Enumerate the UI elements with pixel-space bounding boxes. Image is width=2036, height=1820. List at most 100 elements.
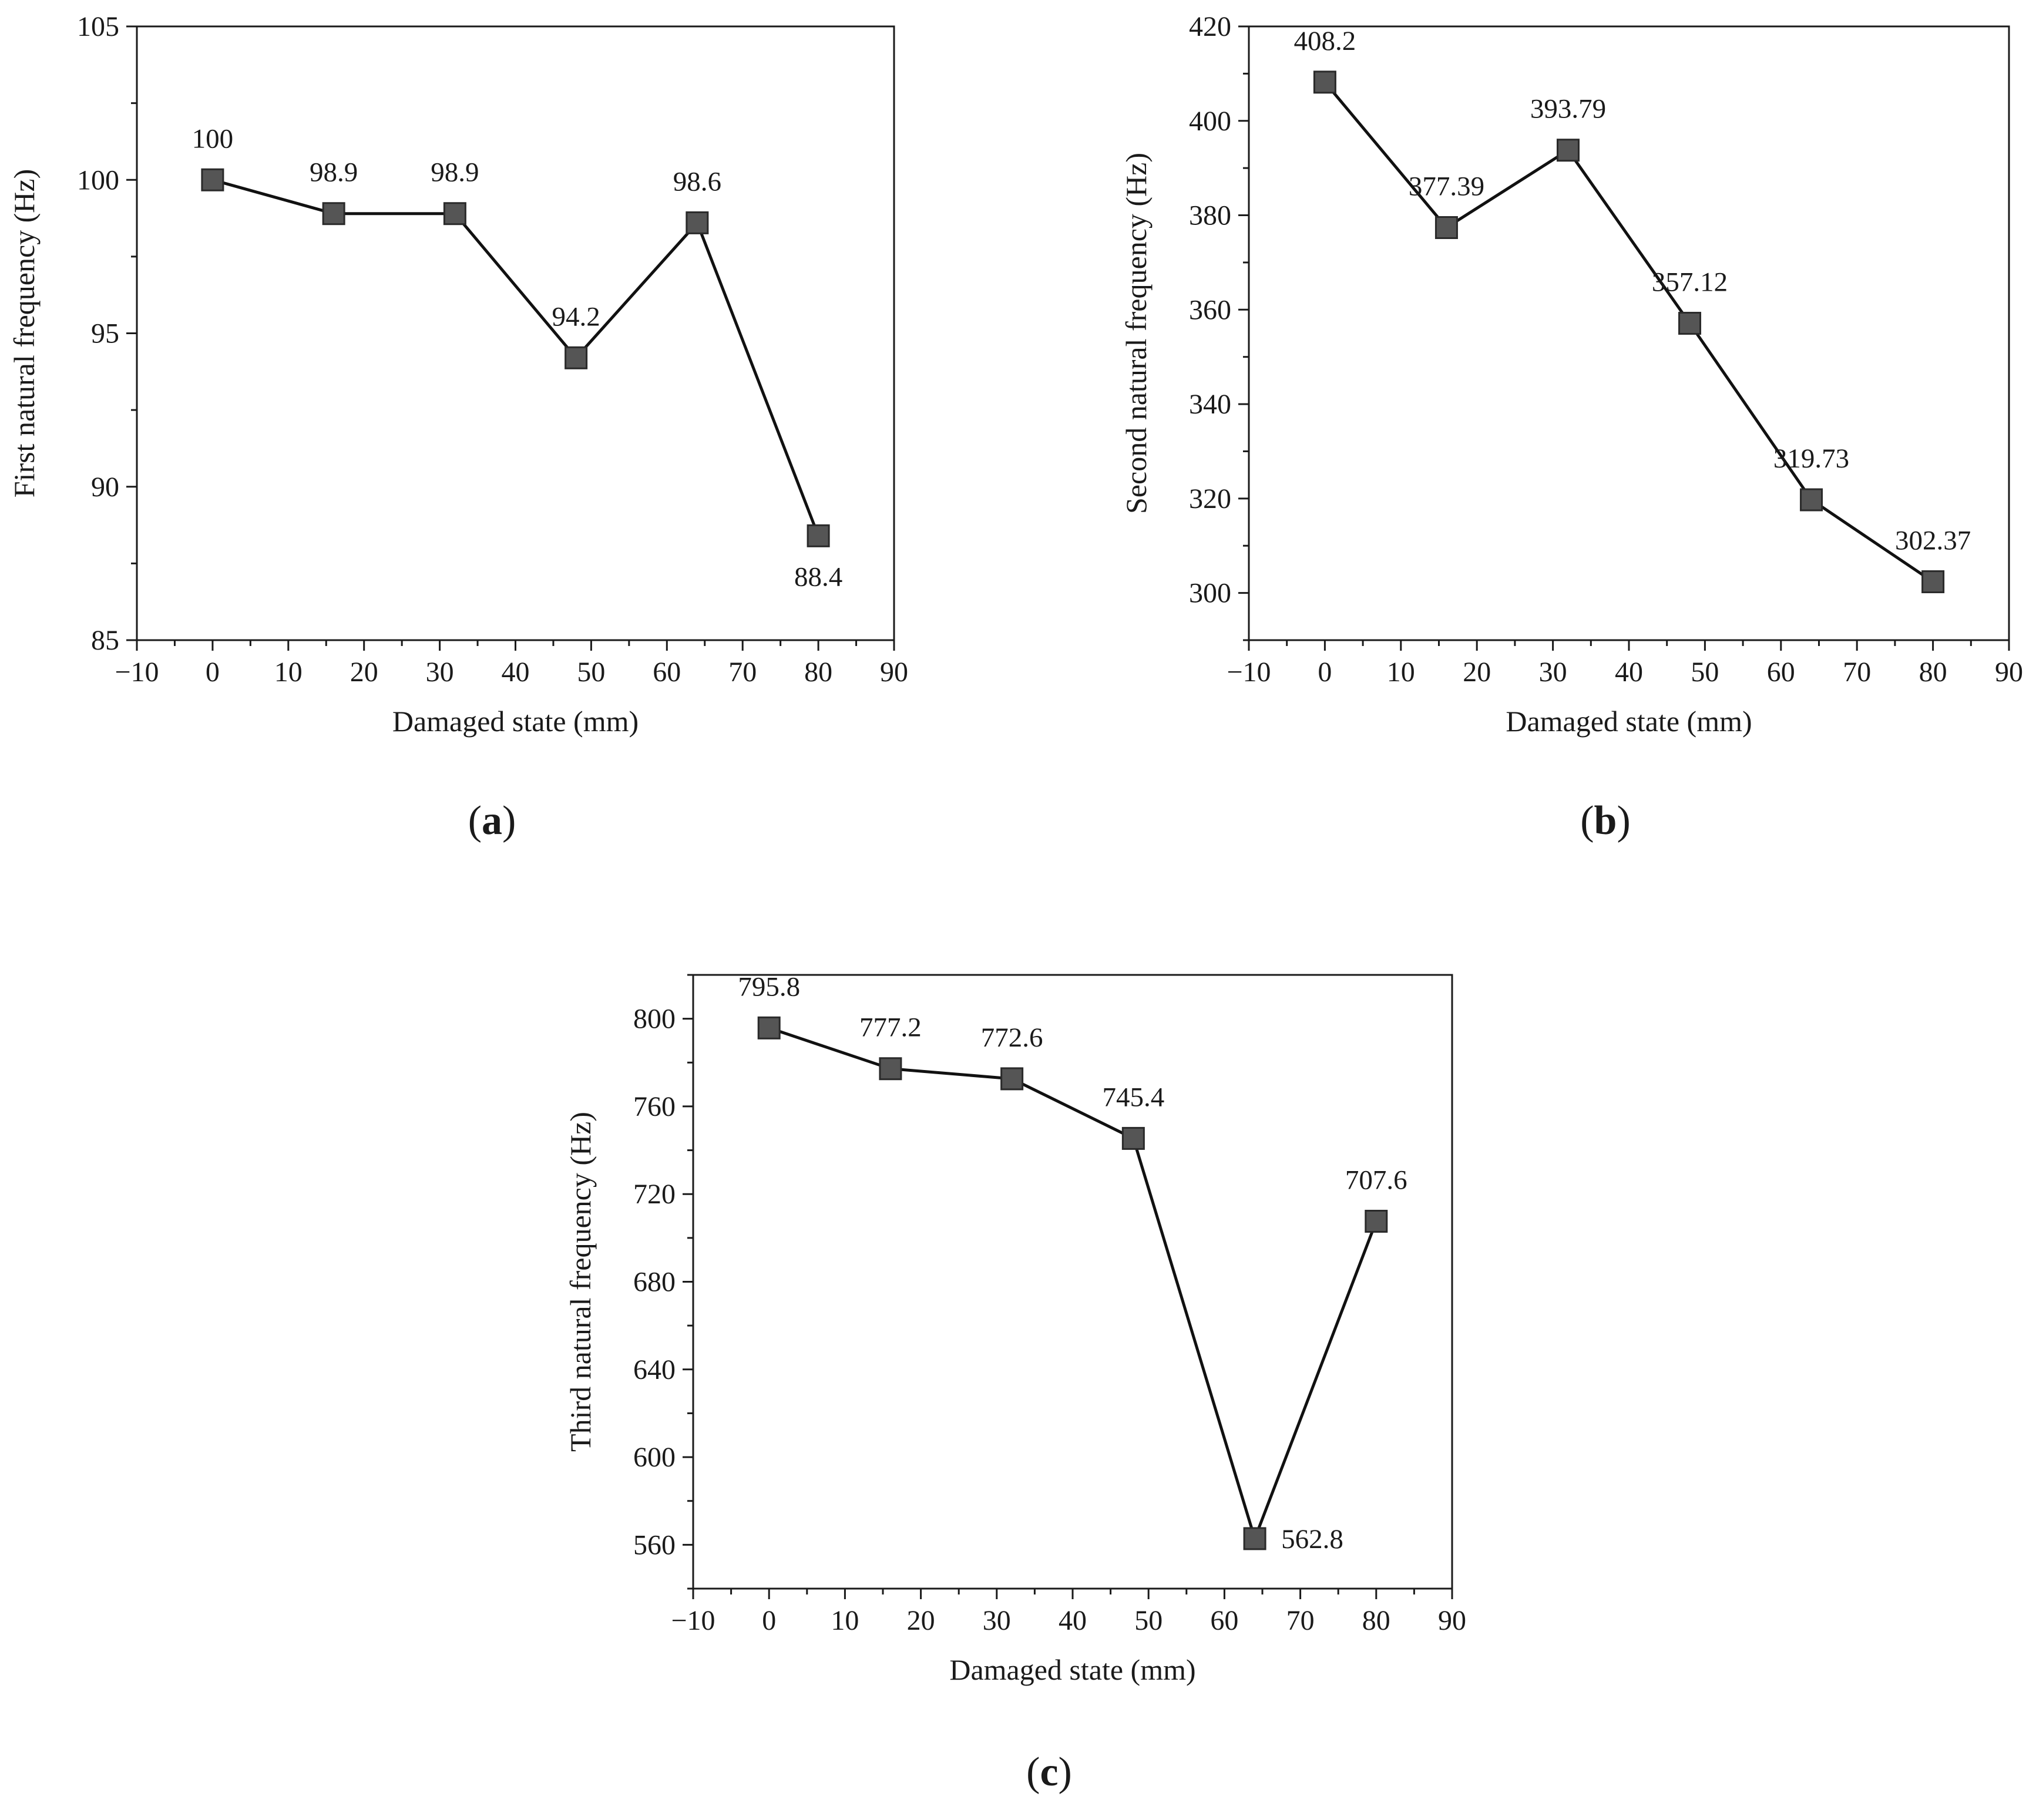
data-label: 88.4 [794,561,842,592]
data-label: 357.12 [1652,267,1728,297]
data-label: 777.2 [859,1012,922,1043]
chart-panel-c: −10 0 10 20 30 40 50 60 70 80 90 560 600 640 680 720 760… [564,971,1466,1795]
x-tick-label: 10 [831,1605,859,1636]
x-tick-label: 40 [502,657,530,688]
y-tick-label: 300 [1189,578,1231,609]
x-tick-label: 50 [1691,657,1719,688]
data-point [757,1016,781,1039]
y-tick-label: 800 [633,1004,676,1035]
data-label: 98.9 [431,157,479,188]
x-tick-label: 60 [1767,657,1795,688]
series-line [1323,81,1934,583]
data-label: 98.6 [673,166,721,197]
x-tick-label: 30 [1539,657,1567,688]
x-tick-label: 20 [1463,657,1491,688]
x-tick-label: 80 [1919,657,1947,688]
chart-panel-b: −10 0 10 20 30 40 50 60 70 80 90 300 320 340 360 380 400… [1120,11,2023,843]
data-point [1243,1527,1266,1550]
data-point [1365,1209,1388,1233]
x-tick-label: 20 [350,657,378,688]
x-tick-label: 80 [804,657,832,688]
y-tick-label: 90 [91,472,119,503]
data-label: 707.6 [1345,1165,1407,1195]
y-axis-title: Third natural frequency (Hz) [564,1112,597,1452]
x-tick-label: 50 [577,657,605,688]
y-tick-label: 680 [633,1267,676,1298]
plot-frame [136,25,895,641]
y-tick-label: 95 [91,318,119,349]
data-point [1121,1126,1145,1150]
y-tick-label: 100 [77,164,119,196]
x-tick-label: 70 [1286,1605,1315,1636]
series-line [768,1026,1378,1543]
data-point [1000,1067,1024,1091]
x-tick-label: 90 [1438,1605,1466,1636]
x-tick-label: 80 [1362,1605,1390,1636]
y-tick-label: 320 [1189,483,1231,514]
x-axis-title: Damaged state (mm) [392,705,639,738]
x-tick-label: 10 [1387,657,1415,688]
y-tick-label: 720 [633,1179,676,1210]
x-tick-label: 10 [274,657,303,688]
plot-frame [692,974,1453,1590]
x-tick-label: 60 [1210,1605,1238,1636]
panel-label: (a) [468,798,516,843]
y-tick-label: 640 [633,1354,676,1385]
y-tick-label: 105 [77,11,119,42]
x-tick-label: 90 [880,657,908,688]
data-point [443,202,466,226]
data-point [322,202,345,226]
panel-label: (b) [1580,798,1631,843]
x-tick-label: 50 [1134,1605,1163,1636]
data-label: 377.39 [1409,171,1484,202]
y-tick-label: 420 [1189,11,1231,42]
y-tick-label: 560 [633,1529,676,1560]
x-tick-label: 30 [426,657,454,688]
x-tick-label: 0 [206,657,220,688]
x-tick-label: 70 [1843,657,1871,688]
data-point [1921,570,1945,594]
data-label: 319.73 [1773,443,1849,474]
y-tick-label: 600 [633,1442,676,1473]
series-line [212,178,820,537]
x-tick-label: −10 [1227,657,1271,688]
data-label: 772.6 [981,1022,1043,1053]
data-label: 795.8 [738,971,800,1002]
x-tick-label: 40 [1059,1605,1087,1636]
y-axis-title: First natural frequency (Hz) [8,169,41,498]
data-label: 408.2 [1294,26,1356,56]
x-tick-label: 30 [983,1605,1011,1636]
panel-label: (c) [1026,1750,1072,1795]
y-tick-label: 85 [91,625,119,656]
y-axis-title: Second natural frequency (Hz) [1120,153,1153,514]
data-label: 745.4 [1102,1082,1164,1112]
data-point [565,346,588,369]
x-tick-label: −10 [671,1605,715,1636]
x-tick-label: 0 [762,1605,776,1636]
y-tick-label: 340 [1189,389,1231,420]
data-point [1678,311,1702,335]
x-tick-label: 20 [907,1605,935,1636]
data-point [807,524,830,547]
x-tick-label: 0 [1318,657,1332,688]
x-tick-label: 60 [653,657,681,688]
y-tick-label: 380 [1189,200,1231,231]
data-label: 393.79 [1530,94,1606,125]
data-label: 302.37 [1895,526,1971,556]
x-tick-label: 70 [728,657,757,688]
data-label: 98.9 [310,157,358,188]
data-point [686,211,709,234]
data-label: 94.2 [552,301,600,332]
data-point [879,1057,902,1081]
y-tick-label: 760 [633,1091,676,1122]
data-label: 100 [192,123,234,154]
data-label: 562.8 [1281,1524,1343,1555]
x-axis-title: Damaged state (mm) [949,1653,1195,1686]
chart-panel-a: −10 0 10 20 30 40 50 60 70 80 90 85 90 95 100 105 Damage… [8,11,908,843]
data-point [1556,139,1580,162]
x-tick-label: 90 [1995,657,2023,688]
x-tick-label: −10 [115,657,159,688]
data-point [1313,70,1336,94]
y-tick-label: 360 [1189,294,1231,325]
